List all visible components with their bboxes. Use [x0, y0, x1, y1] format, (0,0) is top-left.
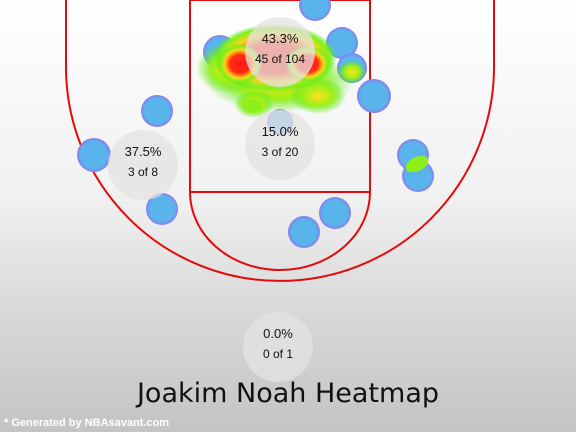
credit-footer: * Generated by NBAsavant.com — [4, 417, 170, 429]
heat-blob — [338, 60, 366, 84]
zone-paint: 15.0% 3 of 20 — [245, 110, 315, 180]
zone-left-midrange: 37.5% 3 of 8 — [108, 130, 178, 200]
heat-blob — [242, 99, 262, 113]
zone-made-attempts: 45 of 104 — [254, 52, 306, 66]
zone-percentage: 0.0% — [263, 326, 293, 341]
shot-dot — [288, 216, 320, 248]
shot-dot — [319, 197, 351, 229]
zone-made-attempts: 3 of 8 — [127, 165, 159, 179]
shot-dot — [146, 193, 178, 225]
zone-percentage: 15.0% — [261, 124, 299, 139]
zone-backcourt: 0.0% 0 of 1 — [243, 312, 313, 382]
shot-dot — [77, 138, 111, 172]
shot-dot — [141, 95, 173, 127]
zone-made-attempts: 0 of 1 — [262, 347, 294, 361]
zone-made-attempts: 3 of 20 — [261, 145, 299, 159]
zone-restricted-area: 43.3% 45 of 104 — [245, 17, 315, 87]
zone-percentage: 37.5% — [124, 144, 162, 159]
chart-title: Joakim Noah Heatmap — [136, 378, 440, 409]
shot-dot — [357, 79, 391, 113]
shot-dot — [299, 0, 331, 21]
heat-blob — [405, 155, 429, 173]
free-throw-circle — [189, 191, 371, 271]
zone-percentage: 43.3% — [261, 31, 299, 46]
